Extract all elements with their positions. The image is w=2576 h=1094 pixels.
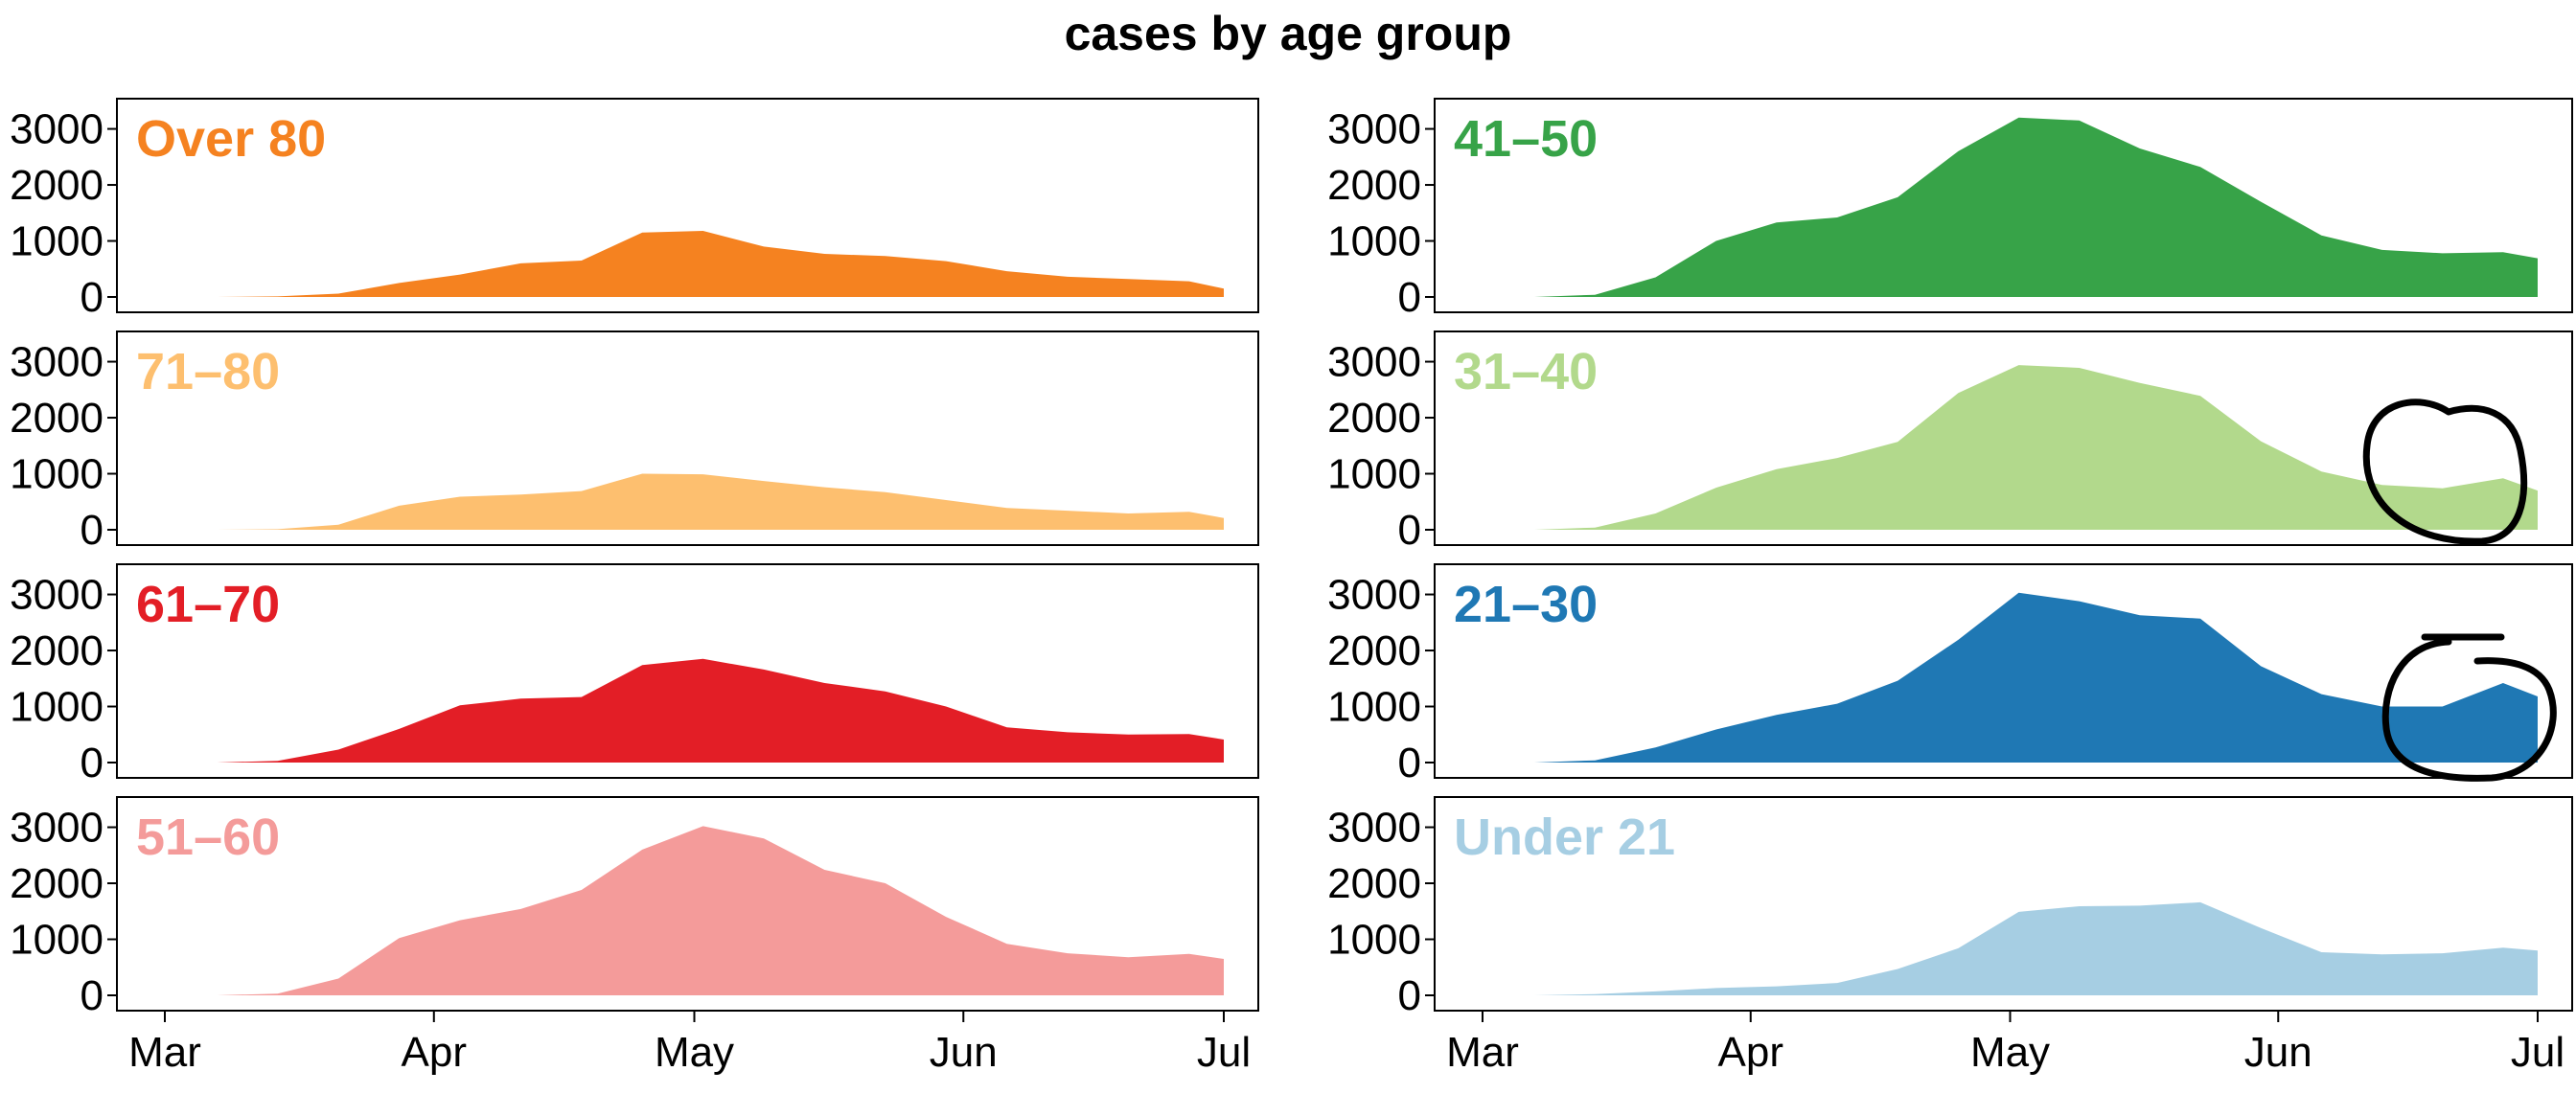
panel-frame	[1434, 563, 2573, 779]
x-tick-label: Jun	[2244, 1029, 2312, 1076]
y-tick-label: 2000	[10, 162, 104, 209]
y-tick-label: 0	[80, 972, 104, 1019]
area-5	[217, 658, 1224, 763]
y-tick-label: 0	[1398, 740, 1421, 786]
panel-8: 0 1000 2000 3000 Under 21 Mar Apr May Jun Jul	[1327, 796, 2573, 1076]
y-tick-label: 1000	[10, 917, 104, 964]
panel-1: 0 1000 2000 3000 Over 80	[10, 98, 1259, 321]
group-label: 31–40	[1454, 343, 1598, 400]
x-tick-label: Mar	[1446, 1029, 1519, 1076]
x-tick-label: Apr	[402, 1029, 467, 1076]
chart-title: cases by age group	[1065, 7, 1512, 60]
x-tick-label: Mar	[128, 1029, 201, 1076]
y-tick-label: 2000	[1327, 395, 1421, 442]
x-tick-label: Jul	[1197, 1029, 1251, 1076]
y-tick-label: 0	[1398, 274, 1421, 321]
area-6	[1534, 592, 2538, 763]
y-tick-label: 3000	[10, 805, 104, 852]
panel-7: 0 1000 2000 3000 51–60 Mar Apr May Jun Jul	[10, 796, 1259, 1076]
group-label: 61–70	[136, 576, 280, 633]
panel-4: 0 1000 2000 3000 31–40	[1327, 330, 2573, 554]
x-tick-label: Apr	[1718, 1029, 1783, 1076]
y-tick-label: 1000	[1327, 451, 1421, 498]
annotation-circle	[2362, 399, 2528, 545]
panel-frame	[1434, 98, 2573, 313]
area-4	[1534, 365, 2538, 530]
x-tick-label: Jul	[2511, 1029, 2564, 1076]
panel-frame	[116, 98, 1259, 313]
x-tick-label: May	[655, 1029, 734, 1076]
y-tick-label: 0	[1398, 972, 1421, 1019]
y-tick-label: 3000	[10, 339, 104, 386]
annotation-circle	[2381, 633, 2557, 782]
area-3	[217, 473, 1224, 530]
area-7	[217, 826, 1224, 995]
area-2	[1534, 117, 2538, 297]
y-tick-label: 0	[80, 507, 104, 554]
panel-frame	[116, 330, 1259, 546]
y-tick-label: 1000	[10, 684, 104, 731]
group-label: 51–60	[136, 809, 280, 866]
panel-frame	[1434, 330, 2573, 546]
panel-2: 0 1000 2000 3000 41–50	[1327, 98, 2573, 321]
y-tick-label: 0	[80, 274, 104, 321]
panel-frame	[116, 563, 1259, 779]
y-tick-label: 1000	[10, 451, 104, 498]
panel-frame	[116, 796, 1259, 1012]
y-tick-label: 1000	[10, 218, 104, 265]
group-label: 41–50	[1454, 110, 1598, 168]
y-tick-label: 3000	[1327, 339, 1421, 386]
y-tick-label: 2000	[1327, 627, 1421, 674]
area-1	[217, 231, 1224, 297]
y-tick-label: 2000	[1327, 860, 1421, 907]
y-tick-label: 2000	[1327, 162, 1421, 209]
y-tick-label: 2000	[10, 395, 104, 442]
area-8	[1534, 901, 2538, 995]
y-tick-label: 3000	[10, 106, 104, 153]
y-tick-label: 1000	[1327, 917, 1421, 964]
x-tick-label: Jun	[930, 1029, 998, 1076]
y-tick-label: 1000	[1327, 684, 1421, 731]
group-label: 21–30	[1454, 576, 1598, 633]
y-tick-label: 1000	[1327, 218, 1421, 265]
y-tick-label: 3000	[1327, 106, 1421, 153]
panel-6: 0 1000 2000 3000 21–30	[1327, 563, 2573, 786]
y-tick-label: 0	[1398, 507, 1421, 554]
panel-frame	[1434, 796, 2573, 1012]
panel-3: 0 1000 2000 3000 71–80	[10, 330, 1259, 554]
y-tick-label: 2000	[10, 627, 104, 674]
group-label: Over 80	[136, 110, 326, 168]
y-tick-label: 3000	[1327, 572, 1421, 619]
group-label: 71–80	[136, 343, 280, 400]
y-tick-label: 3000	[1327, 805, 1421, 852]
panel-5: 0 1000 2000 3000 61–70	[10, 563, 1259, 786]
group-label: Under 21	[1454, 809, 1675, 866]
y-tick-label: 0	[80, 740, 104, 786]
x-tick-label: May	[1970, 1029, 2050, 1076]
y-tick-label: 2000	[10, 860, 104, 907]
y-tick-label: 3000	[10, 572, 104, 619]
